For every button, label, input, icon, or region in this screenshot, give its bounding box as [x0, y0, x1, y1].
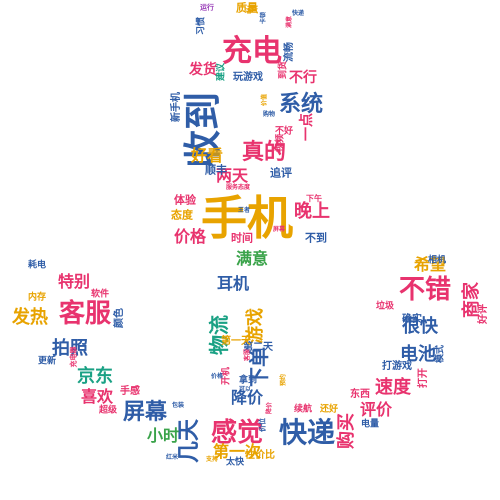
cloud-word: 更新	[37, 356, 57, 367]
cloud-word: 拍照	[52, 338, 88, 359]
cloud-word: 很快	[402, 316, 438, 337]
cloud-word: 京东	[77, 366, 113, 387]
cloud-word: 晚上	[294, 201, 330, 222]
cloud-word: 确实	[402, 314, 422, 325]
cloud-word: 特别	[57, 272, 91, 291]
cloud-word: 希望	[413, 255, 447, 274]
cloud-word: 好评	[478, 304, 489, 324]
cloud-word: 预约	[280, 373, 287, 387]
cloud-word: 手机	[201, 191, 293, 245]
cloud-word: 包装	[171, 402, 185, 409]
cloud-word: 客气	[245, 8, 259, 15]
cloud-word: 购买	[336, 413, 357, 449]
cloud-word: 不错	[398, 275, 452, 305]
cloud-word: 物流	[207, 315, 231, 355]
cloud-word: 流畅	[284, 42, 295, 62]
cloud-word: 满意	[235, 249, 269, 268]
cloud-word: 好看	[190, 146, 224, 165]
cloud-word: 降价	[266, 401, 273, 415]
cloud-word: 支持	[205, 456, 219, 463]
cloud-word: 习惯	[196, 16, 207, 36]
cloud-word: 到货	[278, 60, 289, 80]
cloud-word: 客服	[244, 348, 251, 362]
cloud-word: 屏幕	[122, 400, 168, 425]
cloud-word: 快递	[278, 416, 336, 449]
cloud-word: 小时	[146, 426, 180, 445]
cloud-word: 屏幕	[272, 226, 286, 233]
cloud-word: 感觉	[210, 418, 264, 448]
cloud-word: 新手机	[171, 92, 182, 122]
cloud-word: 质量	[236, 1, 258, 15]
cloud-word: 可以	[238, 386, 252, 393]
cloud-word: 手感	[120, 386, 140, 397]
cloud-word: 服务态度	[225, 184, 251, 191]
cloud-word: 不到	[305, 231, 327, 245]
cloud-word: 拿到	[238, 375, 258, 386]
cloud-word: 耗电	[27, 260, 47, 271]
cloud-word: 下午	[306, 194, 322, 203]
cloud-word: 价格	[173, 227, 207, 246]
cloud-word: 顺丰	[205, 163, 227, 177]
cloud-word: 态度	[171, 208, 193, 222]
cloud-word: 充电器	[69, 346, 78, 368]
cloud-word: 几天	[177, 418, 202, 464]
cloud-word: 不好	[274, 126, 294, 137]
cloud-word: 太快	[225, 457, 245, 468]
cloud-word: 开机	[221, 366, 232, 386]
cloud-word: 第一次	[212, 442, 262, 461]
cloud-word: 体验	[174, 193, 196, 207]
cloud-word: 耳机	[216, 274, 250, 293]
cloud-word: 速度	[375, 377, 411, 398]
cloud-word: 时间	[231, 231, 253, 245]
cloud-word: 续航	[293, 404, 313, 415]
cloud-word: 运行	[200, 3, 214, 12]
cloud-word: 打开	[418, 368, 429, 388]
cloud-word: 第一天	[221, 336, 251, 347]
cloud-word: 模式	[435, 344, 446, 364]
cloud-word: 不行	[289, 70, 317, 86]
cloud-word: 一点	[299, 113, 315, 141]
cloud-word: 性价比	[245, 450, 275, 461]
cloud-word: 建议	[216, 62, 227, 82]
cloud-word: 喜欢	[80, 387, 114, 406]
cloud-word: 内存	[27, 292, 47, 303]
cloud-word: 追评	[270, 166, 292, 180]
cloud-word: 视频	[275, 133, 286, 153]
cloud-word: 客服	[58, 299, 112, 329]
cloud-word: 价格	[210, 373, 224, 380]
cloud-word: 软件	[90, 289, 110, 300]
cloud-word: 充电	[222, 34, 282, 69]
cloud-word: 相机	[427, 255, 447, 266]
cloud-word: 购物	[262, 111, 276, 118]
cloud-word: 评价	[359, 400, 393, 419]
cloud-word: 发热	[12, 307, 48, 328]
cloud-word: 东西	[350, 389, 370, 400]
cloud-word: 王者	[237, 207, 251, 214]
cloud-word: 第二天	[243, 342, 273, 353]
cloud-word: 打游戏	[382, 361, 412, 372]
cloud-word: 系统	[278, 92, 324, 117]
cloud-word: 发货	[189, 62, 217, 78]
cloud-word: 价位	[258, 418, 267, 432]
cloud-word: 电量	[360, 419, 380, 430]
cloud-word: 降价	[230, 388, 264, 407]
cloud-word: 电池	[400, 344, 436, 365]
cloud-word: 满意	[286, 15, 293, 29]
cloud-word: 真的	[241, 140, 287, 165]
cloud-word: 红米	[165, 454, 179, 461]
cloud-word: 还好	[319, 404, 339, 415]
cloud-word: 颜色	[114, 308, 125, 328]
cloud-word: 玩游戏	[233, 72, 263, 83]
cloud-word: 超级	[98, 405, 118, 416]
cloud-word: 垃圾	[375, 301, 395, 312]
cloud-word: 卡顿	[260, 11, 267, 25]
cloud-word: 快递	[291, 10, 305, 17]
cloud-word: 两天	[215, 166, 249, 185]
cloud-word: 价值	[261, 93, 268, 107]
